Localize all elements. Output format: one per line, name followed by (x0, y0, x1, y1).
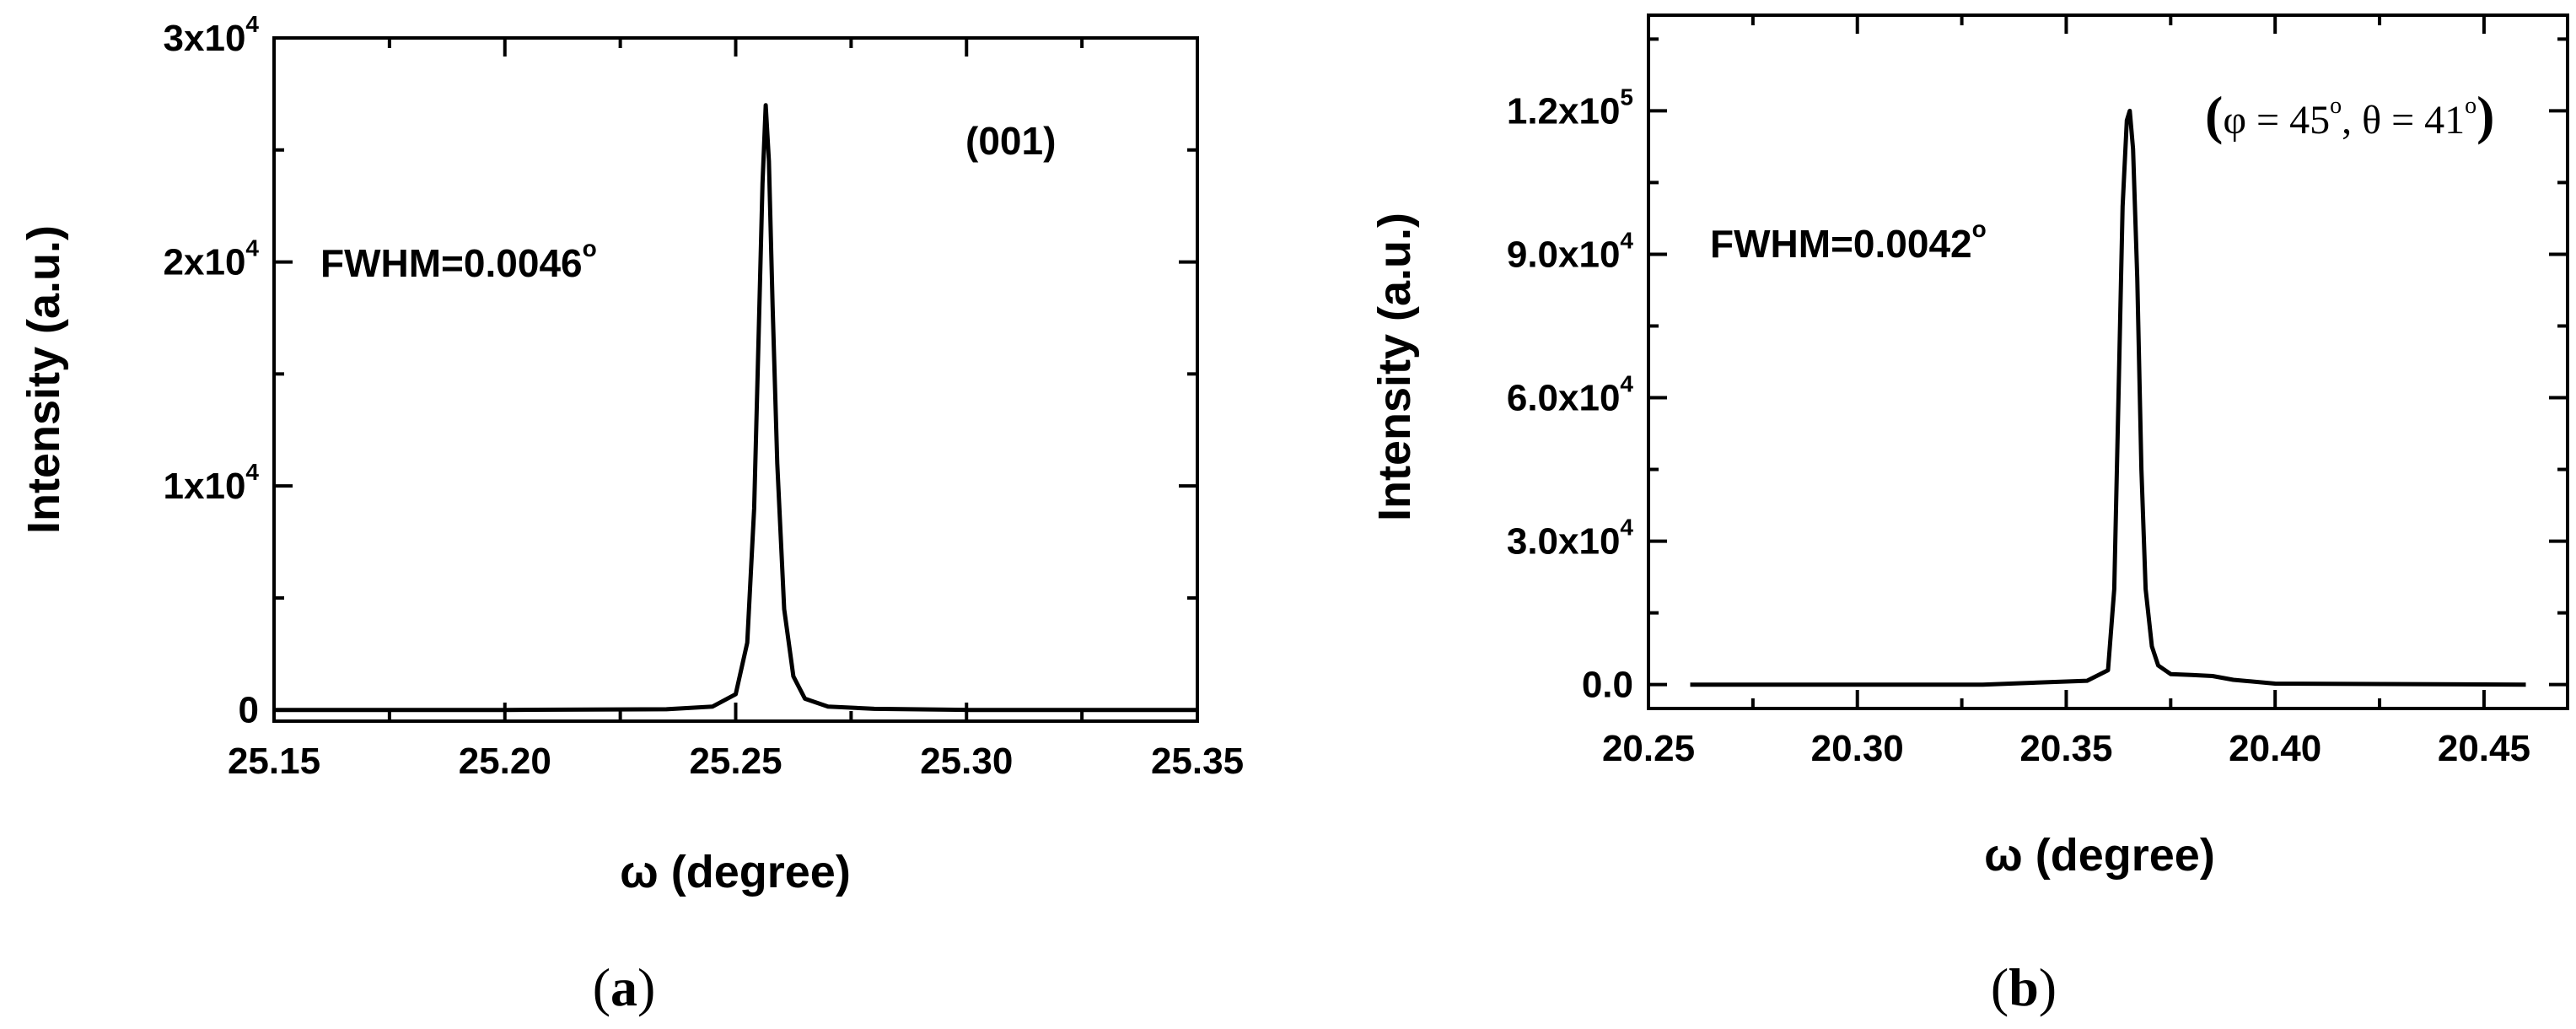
chart-panel-b: 20.25 20.30 20.35 20.40 20.45 0.0 3.0x104 6.0x… (1369, 13, 2569, 1017)
chart-panel-a: 25.15 25.20 25.25 25.30 25.35 0 1x104 2x104 3x1… (19, 11, 1244, 1017)
y-tick-label: 3x104 (164, 11, 260, 59)
y-axis-title-b: Intensity (a.u.) (1369, 213, 1420, 521)
x-tick-label: 25.25 (689, 741, 782, 782)
y-tick-label: 6.0x104 (1507, 371, 1634, 419)
plot-frame-b (1647, 13, 2569, 710)
y-tick-label: 1x104 (164, 459, 260, 507)
x-tick-label: 20.45 (2438, 728, 2530, 769)
x-axis-title-b: ω (degree) (1984, 830, 2215, 881)
y-tick-labels-b: 0.0 3.0x104 6.0x104 9.0x104 1.2x105 (1507, 84, 1634, 705)
x-tick-labels-a: 25.15 25.20 25.25 25.30 25.35 (228, 741, 1244, 782)
y-axis-title-a: Intensity (a.u.) (19, 225, 69, 534)
tick-marks-a (272, 36, 1199, 721)
reflection-annotation-a: (001) (965, 119, 1056, 163)
angles-annotation-b: (φ = 45o, θ = 41o) (2205, 85, 2494, 145)
y-tick-labels-a: 0 1x104 2x104 3x104 (164, 11, 260, 731)
panel-label-a: (a) (593, 957, 656, 1017)
x-tick-label: 25.20 (459, 741, 551, 782)
x-tick-label: 20.25 (1602, 728, 1695, 769)
y-tick-label: 9.0x104 (1507, 227, 1634, 275)
fwhm-annotation-a: FWHM=0.0046o (320, 235, 597, 285)
series-line-b (1690, 108, 2526, 687)
x-tick-label: 25.30 (920, 741, 1013, 782)
y-tick-label: 3.0x104 (1507, 514, 1634, 563)
y-tick-label: 1.2x105 (1507, 84, 1633, 132)
x-tick-label: 20.40 (2229, 728, 2321, 769)
x-tick-labels-b: 20.25 20.30 20.35 20.40 20.45 (1602, 728, 2530, 769)
x-tick-label: 25.15 (228, 741, 320, 782)
panel-label-b: (b) (1991, 957, 2057, 1017)
x-tick-label: 25.35 (1151, 741, 1244, 782)
fwhm-annotation-b: FWHM=0.0042o (1710, 216, 1987, 266)
tick-marks-b (1647, 15, 2568, 708)
y-tick-label: 0 (239, 690, 259, 731)
y-tick-label: 2x104 (164, 235, 260, 283)
plot-frame-a (272, 36, 1199, 723)
x-tick-label: 20.30 (1811, 728, 1904, 769)
x-tick-label: 20.35 (2019, 728, 2112, 769)
y-tick-label: 0.0 (1582, 665, 1633, 706)
series-line-a (274, 103, 1197, 713)
x-axis-title-a: ω (degree) (620, 847, 851, 897)
